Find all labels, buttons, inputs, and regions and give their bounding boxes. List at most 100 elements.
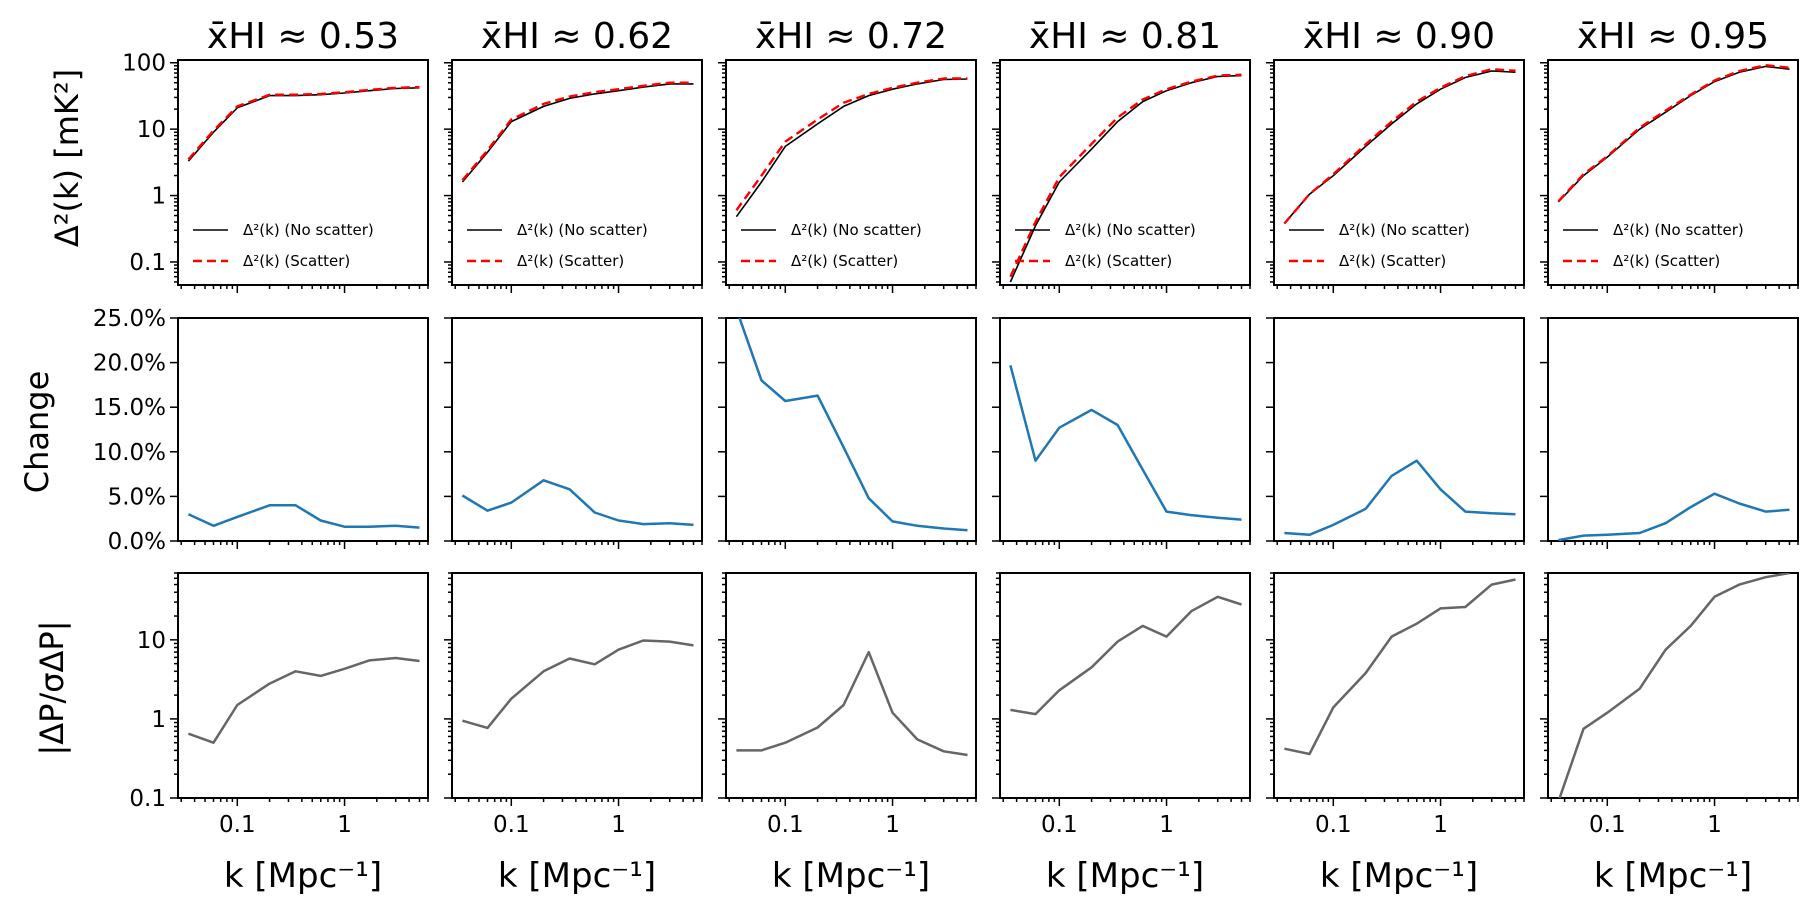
plot-area xyxy=(1558,492,1790,541)
series-line-scatter xyxy=(1283,67,1516,225)
axes-frame xyxy=(1547,317,1799,542)
panel-r1-c6: Δ²(k) (No scatter) Δ²(k) (Scatter) xyxy=(1540,59,1799,293)
legend-label-no-scatter: Δ²(k) (No scatter) xyxy=(1613,221,1744,239)
series-line-no-scatter xyxy=(1557,65,1790,203)
x-tick-label: 0.1 xyxy=(219,812,256,838)
axes-frame xyxy=(1273,59,1525,286)
plot-area xyxy=(1283,67,1516,225)
x-tick-label: 0.1 xyxy=(1589,812,1626,838)
plot-area xyxy=(736,650,968,757)
panel-r2-c1: 0.0% 5.0% 10.0% 15.0% 20.0% 25.0% xyxy=(93,306,429,555)
series-line-ratio xyxy=(736,650,968,757)
legend-label-scatter: Δ²(k) (Scatter) xyxy=(517,252,624,270)
plot-area xyxy=(462,639,694,730)
panel-r2-c5 xyxy=(1266,317,1525,549)
axes-frame xyxy=(451,317,703,542)
y-tick-label: 5.0% xyxy=(108,484,166,510)
legend-label-scatter: Δ²(k) (Scatter) xyxy=(1065,252,1172,270)
series-line-ratio xyxy=(187,656,420,744)
panel-r2-c4 xyxy=(992,317,1251,549)
series-line-change xyxy=(738,318,968,532)
legend-label-no-scatter: Δ²(k) (No scatter) xyxy=(791,221,922,239)
axes-frame xyxy=(1273,572,1525,799)
axes-frame xyxy=(177,572,429,799)
x-tick-label: 1 xyxy=(885,812,900,838)
axes-frame xyxy=(725,572,977,799)
panel-r3-c6: 0.1 1 k [Mpc⁻¹] xyxy=(1540,572,1799,896)
plot-area xyxy=(1010,595,1242,716)
series-line-change xyxy=(461,479,694,527)
panel-r1-c5: Δ²(k) (No scatter) Δ²(k) (Scatter) xyxy=(1266,59,1525,293)
panel-r1-c2: Δ²(k) (No scatter) Δ²(k) (Scatter) xyxy=(444,59,703,293)
axes-frame xyxy=(177,59,429,286)
x-tick-label: 1 xyxy=(611,812,626,838)
series-line-scatter xyxy=(1009,73,1242,278)
legend: Δ²(k) (No scatter) Δ²(k) (Scatter) xyxy=(1563,221,1744,270)
y-tick-label: 1 xyxy=(151,184,166,210)
plot-area xyxy=(1558,573,1790,798)
series-line-ratio xyxy=(1284,578,1516,756)
plot-area xyxy=(461,81,694,183)
y-tick-label: 1 xyxy=(151,707,166,733)
legend-label-no-scatter: Δ²(k) (No scatter) xyxy=(517,221,648,239)
plot-area xyxy=(187,504,420,529)
x-tick-label: 0.1 xyxy=(1041,812,1078,838)
y-tick-label: 10 xyxy=(137,628,166,654)
x-tick-label: 1 xyxy=(337,812,352,838)
plot-area xyxy=(1284,459,1516,537)
panel-r2-c3 xyxy=(718,317,977,549)
axes-frame xyxy=(1547,59,1799,286)
row-ylabel-power: Δ²(k) [mK²] xyxy=(48,69,86,247)
y-tick-label: 20.0% xyxy=(93,351,166,377)
series-line-change xyxy=(187,504,420,529)
x-tick-label: 1 xyxy=(1433,812,1448,838)
panel-r2-c2 xyxy=(444,317,703,549)
axes-frame xyxy=(1547,572,1799,799)
legend: Δ²(k) (No scatter) Δ²(k) (Scatter) xyxy=(193,221,374,270)
panel-r1-c1: 0.1 1 10 100 Δ²(k) (No scatter) Δ²(k) (Scatte… xyxy=(122,51,429,293)
panel-r1-c3: Δ²(k) (No scatter) Δ²(k) (Scatter) xyxy=(718,59,977,293)
y-tick-label: 10.0% xyxy=(93,440,166,466)
series-line-ratio xyxy=(462,639,694,730)
y-tick-label: 0.0% xyxy=(108,529,166,555)
legend-label-scatter: Δ²(k) (Scatter) xyxy=(243,252,350,270)
x-tick-label: 1 xyxy=(1159,812,1174,838)
axes-frame xyxy=(725,59,977,286)
panel-r3-c5: 0.1 1 k [Mpc⁻¹] xyxy=(1266,572,1525,896)
panel-title-1: x̄HI ≈ 0.53 xyxy=(207,16,399,57)
x-tick-label: 0.1 xyxy=(1315,812,1352,838)
panel-r1-c4: Δ²(k) (No scatter) Δ²(k) (Scatter) xyxy=(992,59,1251,293)
panel-r3-c3: 0.1 1 k [Mpc⁻¹] xyxy=(718,572,977,896)
legend-label-no-scatter: Δ²(k) (No scatter) xyxy=(243,221,374,239)
x-axis-label: k [Mpc⁻¹] xyxy=(224,856,382,896)
plot-area xyxy=(461,479,694,527)
axes-frame xyxy=(451,59,703,286)
plot-area xyxy=(1009,364,1242,521)
plot-area xyxy=(1009,73,1242,283)
panel-title-2: x̄HI ≈ 0.62 xyxy=(481,16,673,57)
series-line-change xyxy=(1558,492,1790,541)
axes-frame xyxy=(451,572,703,799)
legend: Δ²(k) (No scatter) Δ²(k) (Scatter) xyxy=(741,221,922,270)
axes-frame xyxy=(999,59,1251,286)
series-line-no-scatter xyxy=(1009,74,1242,283)
series-line-change xyxy=(1284,459,1516,537)
series-line-scatter xyxy=(187,85,420,161)
plot-area xyxy=(1284,578,1516,756)
legend-label-scatter: Δ²(k) (Scatter) xyxy=(1339,252,1446,270)
series-line-change xyxy=(1009,364,1242,521)
series-line-no-scatter xyxy=(735,78,968,218)
y-tick-label: 0.1 xyxy=(129,250,166,276)
series-line-scatter xyxy=(461,81,694,182)
legend-label-scatter: Δ²(k) (Scatter) xyxy=(1613,252,1720,270)
series-line-no-scatter xyxy=(1283,70,1516,225)
legend-label-no-scatter: Δ²(k) (No scatter) xyxy=(1065,221,1196,239)
x-axis-label: k [Mpc⁻¹] xyxy=(498,856,656,896)
series-line-scatter xyxy=(1557,63,1790,203)
panel-title-4: x̄HI ≈ 0.81 xyxy=(1029,16,1221,57)
axes-frame xyxy=(177,317,429,542)
legend: Δ²(k) (No scatter) Δ²(k) (Scatter) xyxy=(1015,221,1196,270)
plot-area xyxy=(187,656,420,744)
y-tick-label: 10 xyxy=(137,117,166,143)
